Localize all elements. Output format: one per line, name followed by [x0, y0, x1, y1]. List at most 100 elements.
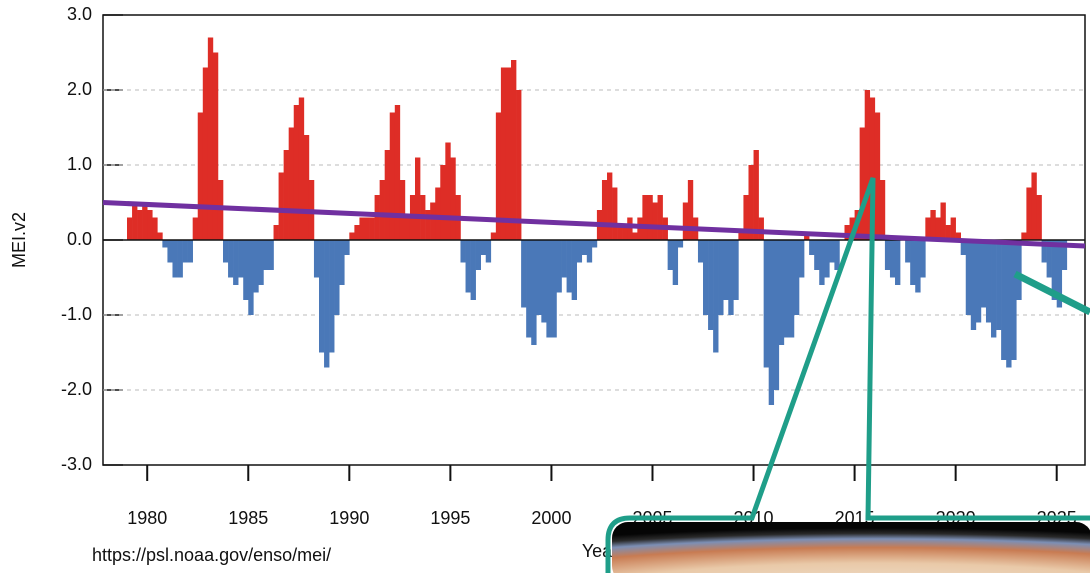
bar	[142, 203, 147, 241]
bar	[314, 240, 319, 278]
bar	[572, 240, 577, 300]
bar	[577, 240, 582, 263]
bar	[1011, 240, 1016, 360]
bar	[814, 240, 819, 270]
bar	[713, 240, 718, 353]
bar	[885, 240, 890, 270]
bar	[754, 150, 759, 240]
bar	[718, 240, 723, 315]
bar	[319, 240, 324, 353]
bar	[228, 240, 233, 278]
bar	[445, 143, 450, 241]
bar	[501, 68, 506, 241]
y-tick-label: -2.0	[61, 379, 92, 399]
bar	[678, 240, 683, 248]
bar	[471, 240, 476, 300]
bar	[188, 240, 193, 263]
bar	[491, 233, 496, 241]
bar	[415, 158, 420, 241]
bar	[198, 113, 203, 241]
bar	[632, 233, 637, 241]
bar	[708, 240, 713, 330]
bar	[339, 240, 344, 285]
y-tick-label: -3.0	[61, 454, 92, 474]
bar	[183, 240, 188, 263]
bar	[733, 240, 738, 300]
bar	[1031, 173, 1036, 241]
bar	[587, 240, 592, 263]
x-tick-label: 1985	[228, 508, 268, 528]
bar	[562, 240, 567, 278]
x-tick-label: 1980	[127, 508, 167, 528]
bar	[536, 240, 541, 315]
bar	[794, 240, 799, 315]
bar	[329, 240, 334, 353]
bar	[951, 218, 956, 241]
bar	[920, 240, 925, 278]
x-tick-label: 1990	[329, 508, 369, 528]
bar	[248, 240, 253, 315]
bar	[511, 60, 516, 240]
bar	[284, 150, 289, 240]
bar	[299, 98, 304, 241]
bar	[137, 210, 142, 240]
bar	[582, 240, 587, 255]
bar	[789, 240, 794, 338]
bar	[516, 90, 521, 240]
bar	[294, 105, 299, 240]
x-tick-label: 2000	[531, 508, 571, 528]
bar	[385, 150, 390, 240]
bar	[334, 240, 339, 315]
bar	[253, 240, 258, 293]
bar	[203, 68, 208, 241]
bar	[162, 240, 167, 248]
bar	[652, 203, 657, 241]
bar	[233, 240, 238, 285]
bar	[405, 218, 410, 241]
bar	[157, 233, 162, 241]
bar	[976, 240, 981, 323]
bar	[486, 240, 491, 263]
bar	[430, 203, 435, 241]
globe-image	[612, 522, 1090, 573]
bar	[612, 188, 617, 241]
bar	[607, 173, 612, 241]
bar	[243, 240, 248, 300]
bar	[1026, 188, 1031, 241]
bar	[905, 240, 910, 263]
bar	[274, 225, 279, 240]
bar	[193, 218, 198, 241]
bar	[703, 240, 708, 315]
bar	[476, 240, 481, 270]
y-tick-label: 3.0	[67, 4, 92, 24]
bar	[723, 240, 728, 300]
bar	[466, 240, 471, 293]
bar	[147, 210, 152, 240]
bar	[890, 240, 895, 278]
bar	[304, 135, 309, 240]
bar	[860, 128, 865, 241]
y-tick-label: 0.0	[67, 229, 92, 249]
bar	[602, 180, 607, 240]
bar	[940, 203, 945, 241]
bar	[728, 240, 733, 315]
bar	[400, 180, 405, 240]
bar	[268, 240, 273, 270]
bar	[152, 218, 157, 241]
bar	[592, 240, 597, 248]
bar	[546, 240, 551, 338]
bar	[1001, 240, 1006, 360]
bar	[1016, 240, 1021, 300]
bar	[759, 218, 764, 241]
bar	[526, 240, 531, 338]
bar	[642, 195, 647, 240]
bar	[875, 113, 880, 241]
bar	[395, 105, 400, 240]
bar	[279, 173, 284, 241]
bar	[531, 240, 536, 345]
bar	[460, 240, 465, 263]
bar	[556, 240, 561, 293]
bar	[764, 240, 769, 368]
bar	[521, 240, 526, 308]
bar	[819, 240, 824, 285]
